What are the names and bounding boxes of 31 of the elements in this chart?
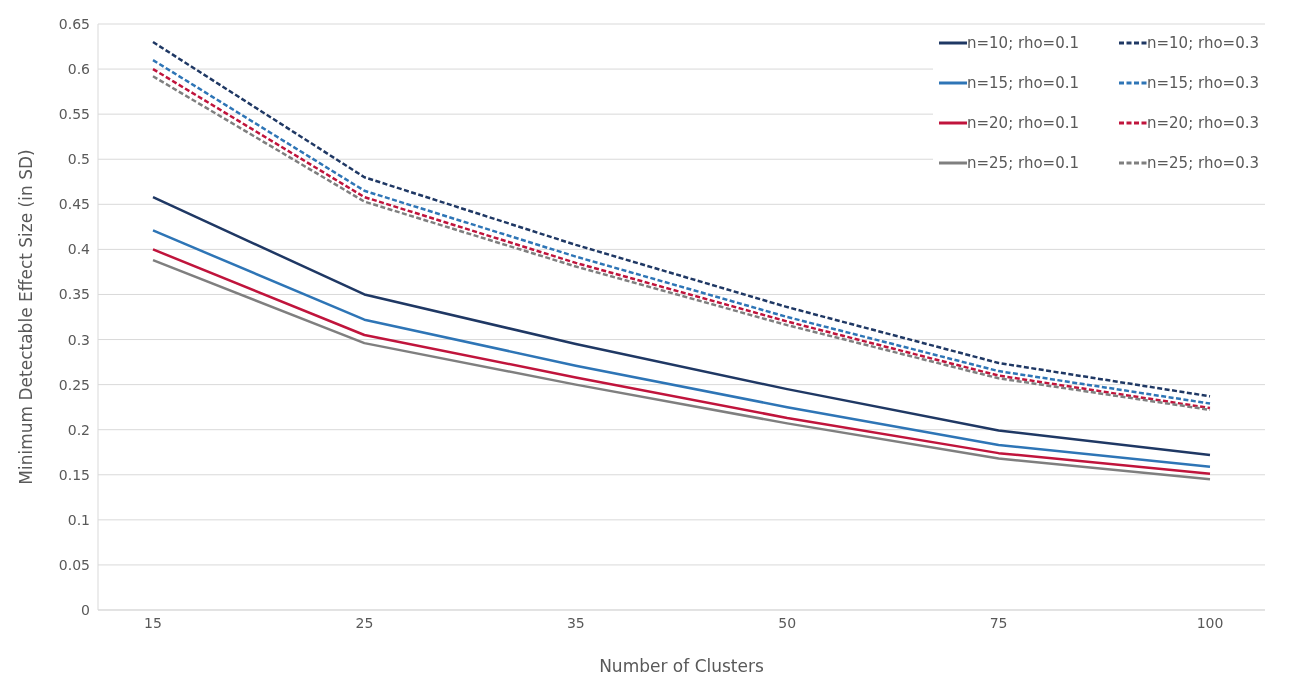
x-tick-label: 50 [778,614,797,631]
y-tick-label: 0.65 [58,15,90,32]
y-tick-label: 0.2 [67,421,90,438]
x-axis-title: Number of Clusters [599,656,764,676]
legend-label: n=25; rho=0.1 [967,154,1079,172]
y-tick-label: 0.55 [58,106,90,123]
x-tick-label: 15 [144,614,162,631]
y-tick-label: 0.25 [58,376,90,393]
y-tick-label: 0.35 [58,286,90,303]
x-tick-label: 75 [989,614,1008,631]
y-tick-label: 0.05 [58,556,90,573]
x-tick-label: 35 [566,614,585,631]
y-tick-label: 0 [81,601,90,618]
y-tick-label: 0.5 [67,151,90,168]
legend-label: n=10; rho=0.1 [967,34,1079,52]
y-tick-label: 0.3 [67,331,90,348]
legend-label: n=15; rho=0.3 [1147,74,1259,92]
x-tick-label: 25 [355,614,374,631]
y-tick-label: 0.45 [58,196,90,213]
line-series [151,195,1212,457]
y-tick-label: 0.6 [67,61,91,78]
legend-label: n=25; rho=0.3 [1147,154,1259,172]
y-tick-label: 0.1 [67,511,90,528]
x-tick-label: 100 [1196,614,1224,631]
y-tick-label: 0.15 [58,466,90,483]
y-axis-title: Minimum Detectable Effect Size (in SD) [16,149,37,485]
legend-label: n=10; rho=0.3 [1147,34,1259,52]
legend-label: n=15; rho=0.1 [967,74,1079,92]
y-tick-label: 0.4 [67,241,91,258]
legend-label: n=20; rho=0.3 [1147,114,1259,132]
legend-label: n=20; rho=0.1 [967,114,1079,132]
